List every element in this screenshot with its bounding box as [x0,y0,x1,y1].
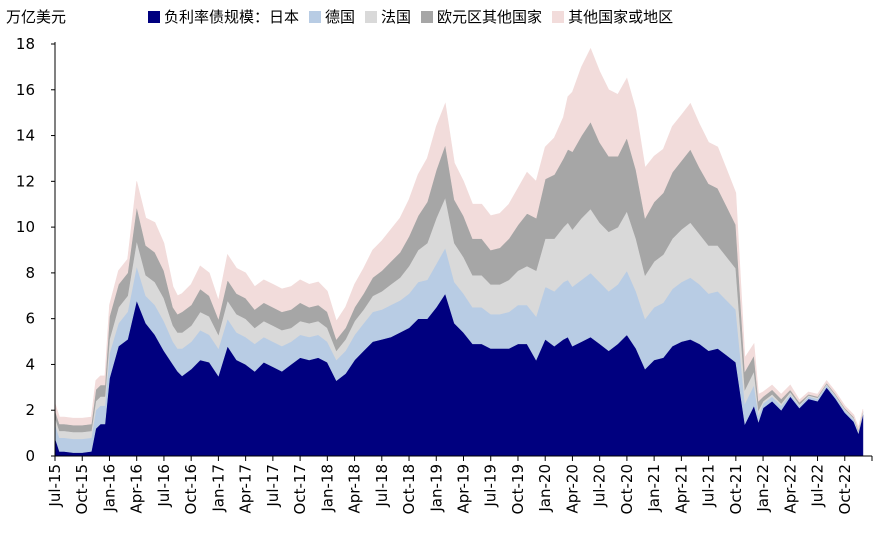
legend-item: 法国 [365,6,411,27]
y-tick-label: 14 [16,127,35,145]
x-tick-label: Oct-16 [182,464,200,514]
legend-label: 其他国家或地区 [568,8,674,26]
x-tick-label: Jul-20 [591,464,609,508]
y-tick-label: 0 [25,447,35,465]
x-tick-label: Oct-20 [618,464,636,514]
legend-item: 德国 [309,6,355,27]
y-tick-label: 10 [16,218,35,236]
y-tick-label: 2 [25,401,35,419]
x-tick-label: Jan-16 [100,464,118,513]
x-tick-label: Jul-18 [373,464,391,508]
legend-label: 欧元区其他国家 [437,8,543,26]
legend: 负利率债规模：日本 德国 法国 欧元区其他国家 其他国家或地区 [148,6,683,27]
area-series [54,47,864,431]
x-tick-label: Apr-20 [563,464,581,514]
y-tick-label: 18 [16,35,35,53]
y-tick-label: 12 [16,172,35,190]
x-tick-label: Jul-15 [46,464,64,508]
legend-label: 德国 [325,8,356,26]
x-tick-label: Jan-21 [645,464,663,513]
x-tick-label: Oct-15 [73,464,91,514]
legend-swatch [365,10,378,23]
y-tick-label: 16 [16,81,35,99]
y-unit-label: 万亿美元 [6,8,67,26]
x-tick-label: Jan-18 [318,464,336,513]
x-tick-label: Apr-22 [781,464,799,514]
x-tick-label: Apr-21 [672,464,690,514]
x-tick-label: Oct-21 [727,464,745,514]
x-tick-label: Jan-17 [209,464,227,513]
x-tick-label: Oct-17 [291,464,309,514]
legend-swatch [309,10,322,23]
legend-swatch [148,10,160,23]
x-tick-label: Apr-18 [346,464,364,514]
y-tick-label: 4 [25,355,35,373]
x-tick-label: Oct-19 [509,464,527,514]
x-tick-label: Jan-19 [427,464,445,513]
legend-item: 负利率债规模：日本 [148,6,299,27]
legend-item: 其他国家或地区 [552,6,673,27]
y-tick-label: 6 [25,310,35,328]
x-tick-label: Jul-21 [700,464,718,508]
x-tick-label: Jan-22 [754,464,772,513]
legend-label: 负利率债规模：日本 [164,8,300,26]
legend-label: 法国 [381,8,412,26]
x-tick-label: Jan-20 [536,464,554,513]
legend-item: 欧元区其他国家 [421,6,542,27]
x-tick-label: Jul-22 [809,464,827,508]
x-tick-label: Apr-16 [128,464,146,514]
x-tick-label: Oct-18 [400,464,418,514]
x-tick-label: Apr-17 [237,464,255,514]
legend-swatch [421,10,434,23]
x-tick-label: Jul-16 [155,464,173,508]
x-tick-label: Apr-19 [455,464,473,514]
x-tick-label: Oct-22 [836,464,854,514]
legend-swatch [552,10,565,23]
y-tick-label: 8 [25,264,35,282]
x-tick-label: Jul-17 [264,464,282,508]
x-tick-label: Jul-19 [482,464,500,508]
